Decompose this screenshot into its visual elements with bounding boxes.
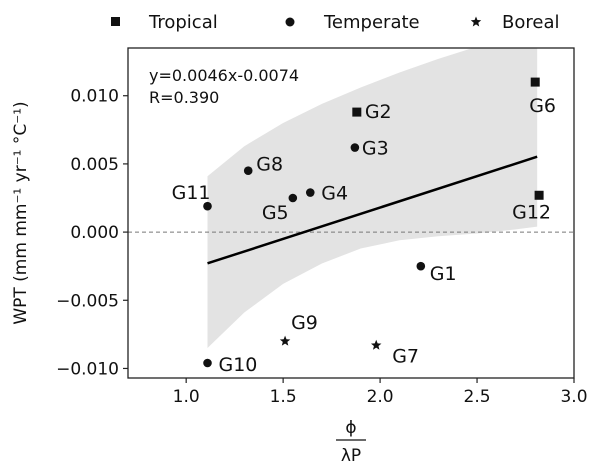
point-g2 — [352, 107, 362, 117]
point-label-g5: G5 — [262, 202, 289, 224]
legend-label-boreal: Boreal — [502, 12, 559, 33]
point-label-g10: G10 — [219, 354, 258, 376]
x-tick-label: 1.0 — [173, 387, 200, 407]
y-tick-label: 0.010 — [70, 87, 119, 107]
regression-equation: y=0.0046x-0.0074 — [149, 66, 299, 85]
point-g11 — [203, 201, 212, 211]
x-tick-label: 3.0 — [560, 387, 587, 407]
point-label-g11: G11 — [172, 182, 211, 204]
point-g10 — [203, 358, 212, 368]
data-points: G2 G6 G12 G3 G8 G11 G5 G4 G1 G10 G9 G7 — [172, 77, 556, 376]
legend-marker-temperate — [285, 17, 295, 27]
point-label-g3: G3 — [362, 138, 389, 160]
point-g9 — [279, 335, 291, 346]
confidence-band — [207, 48, 538, 348]
point-label-g1: G1 — [430, 263, 457, 285]
point-g6 — [530, 77, 540, 87]
x-tick-label: 1.5 — [270, 387, 297, 407]
x-tick-label: 2.5 — [464, 387, 491, 407]
correlation-r: R=0.390 — [149, 88, 219, 107]
y-tick-label: −0.010 — [56, 359, 119, 379]
point-label-g6: G6 — [529, 95, 556, 117]
legend: Tropical Temperate Boreal — [111, 12, 559, 33]
plot-area — [128, 48, 574, 348]
legend-label-temperate: Temperate — [323, 12, 420, 33]
plot-frame — [127, 47, 575, 379]
legend-label-tropical: Tropical — [148, 12, 218, 33]
axis-ticks: 1.0 1.5 2.0 2.5 3.0 −0.010 −0.005 0.000 0.005 0.0… — [56, 87, 587, 407]
point-label-g4: G4 — [321, 183, 348, 205]
point-label-g7: G7 — [392, 345, 419, 367]
y-tick-label: −0.005 — [56, 291, 119, 311]
legend-marker-boreal — [470, 16, 482, 27]
point-label-g2: G2 — [365, 101, 392, 123]
y-axis-label: WPT (mm mm⁻¹ yr⁻¹ °C⁻¹) — [11, 101, 31, 324]
point-g7 — [370, 339, 382, 350]
point-g1 — [416, 261, 426, 271]
x-axis-label-numerator: ϕ — [345, 418, 356, 438]
y-tick-label: 0.005 — [70, 155, 119, 175]
point-g4 — [305, 188, 315, 197]
point-g5 — [288, 193, 298, 203]
point-g3 — [350, 143, 360, 152]
legend-marker-tropical — [111, 17, 120, 26]
point-g12 — [534, 190, 544, 200]
point-g8 — [243, 166, 253, 176]
regression-fit-line — [207, 155, 538, 265]
x-axis-label-denominator: λP — [341, 446, 361, 466]
point-label-g8: G8 — [256, 154, 283, 176]
y-tick-label: 0.000 — [70, 223, 119, 243]
x-axis-label: ϕ λP — [336, 418, 366, 466]
x-tick-label: 2.0 — [367, 387, 394, 407]
point-label-g12: G12 — [512, 201, 551, 223]
point-label-g9: G9 — [291, 312, 318, 334]
